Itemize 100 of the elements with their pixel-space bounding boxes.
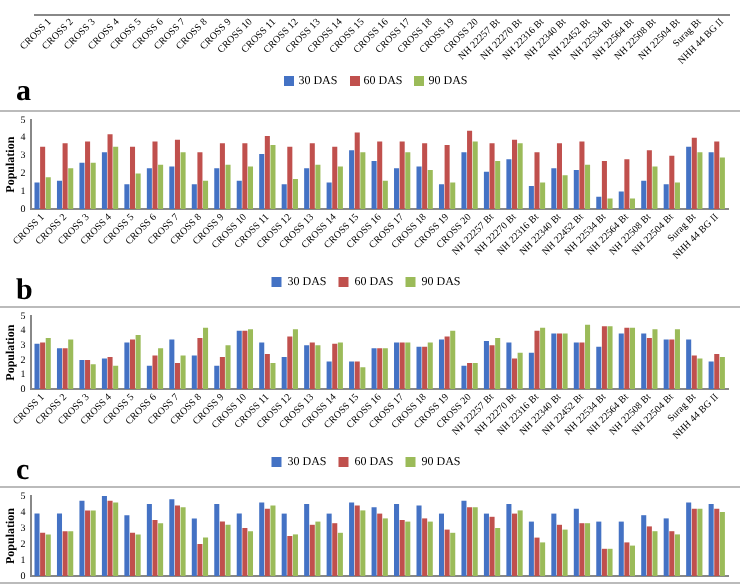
bar	[444, 336, 450, 390]
bar	[113, 502, 119, 576]
bar	[56, 348, 63, 390]
bar	[377, 348, 383, 390]
bar	[382, 348, 388, 390]
bar	[405, 521, 411, 576]
bar	[219, 357, 225, 390]
bar	[686, 339, 692, 390]
bar	[601, 326, 607, 390]
bar	[573, 342, 579, 390]
bar	[129, 532, 136, 576]
bar	[354, 505, 360, 576]
bar	[467, 130, 473, 210]
bar	[483, 171, 489, 210]
bar	[394, 504, 400, 576]
bar	[124, 184, 130, 210]
bar	[270, 362, 276, 390]
bar	[169, 339, 175, 390]
bar	[438, 184, 445, 210]
bar	[697, 358, 703, 390]
bar	[585, 164, 591, 210]
bar	[708, 361, 714, 390]
bar	[461, 365, 467, 390]
bar	[596, 346, 602, 390]
bar	[719, 357, 725, 390]
bar	[652, 329, 658, 390]
bar	[101, 496, 107, 576]
bar	[399, 342, 405, 390]
bar	[292, 178, 298, 210]
bar	[562, 175, 568, 210]
bar	[101, 152, 107, 210]
bar	[247, 166, 254, 210]
bar	[264, 136, 270, 210]
bar	[674, 329, 680, 390]
bar	[624, 327, 630, 390]
bar	[601, 161, 607, 210]
bar	[512, 358, 518, 390]
bar	[652, 166, 658, 210]
bar	[607, 198, 613, 210]
bar	[427, 342, 433, 390]
bar	[236, 180, 242, 210]
bar	[337, 166, 343, 210]
bar	[483, 513, 489, 576]
bar	[68, 531, 74, 576]
bar	[62, 531, 68, 576]
bar	[467, 507, 473, 576]
bar	[714, 354, 720, 390]
bar	[669, 531, 675, 576]
bar	[573, 508, 579, 576]
bar	[129, 146, 136, 210]
bar	[467, 362, 473, 390]
bar	[40, 146, 46, 210]
bar	[354, 132, 360, 210]
bar	[472, 141, 478, 210]
bar	[618, 333, 624, 390]
bar	[146, 168, 152, 210]
bar	[56, 180, 63, 210]
bar	[360, 152, 366, 210]
bar	[686, 502, 692, 576]
bar	[203, 327, 209, 390]
bar	[489, 345, 495, 390]
bar	[107, 357, 113, 390]
bar	[444, 145, 450, 210]
bar	[79, 359, 85, 390]
bar	[579, 523, 585, 576]
bar	[337, 342, 343, 390]
bar	[191, 184, 197, 210]
bar	[124, 515, 130, 576]
bar	[517, 352, 523, 390]
bar	[416, 505, 422, 576]
bar	[225, 524, 231, 576]
bar	[203, 180, 209, 210]
bar	[281, 513, 287, 576]
bar	[45, 337, 51, 390]
bar	[332, 146, 338, 210]
bar	[618, 191, 624, 210]
bar	[270, 145, 276, 210]
bar	[697, 152, 703, 210]
bar	[416, 166, 422, 210]
bar	[146, 504, 152, 576]
bar	[691, 355, 697, 390]
bar	[585, 523, 591, 576]
bar	[360, 510, 366, 576]
bar	[309, 342, 315, 390]
bar	[562, 529, 568, 576]
bar	[629, 545, 636, 576]
bar	[663, 339, 669, 390]
bar	[214, 504, 220, 576]
bar	[646, 337, 652, 390]
bar	[174, 505, 180, 576]
bar	[214, 168, 220, 210]
bar	[225, 164, 231, 210]
bar	[427, 521, 433, 576]
bar	[360, 367, 366, 390]
bar	[219, 521, 225, 576]
bar	[405, 152, 411, 210]
bar	[242, 528, 248, 576]
bar	[158, 523, 164, 576]
bar	[551, 333, 557, 390]
bar	[691, 508, 697, 576]
